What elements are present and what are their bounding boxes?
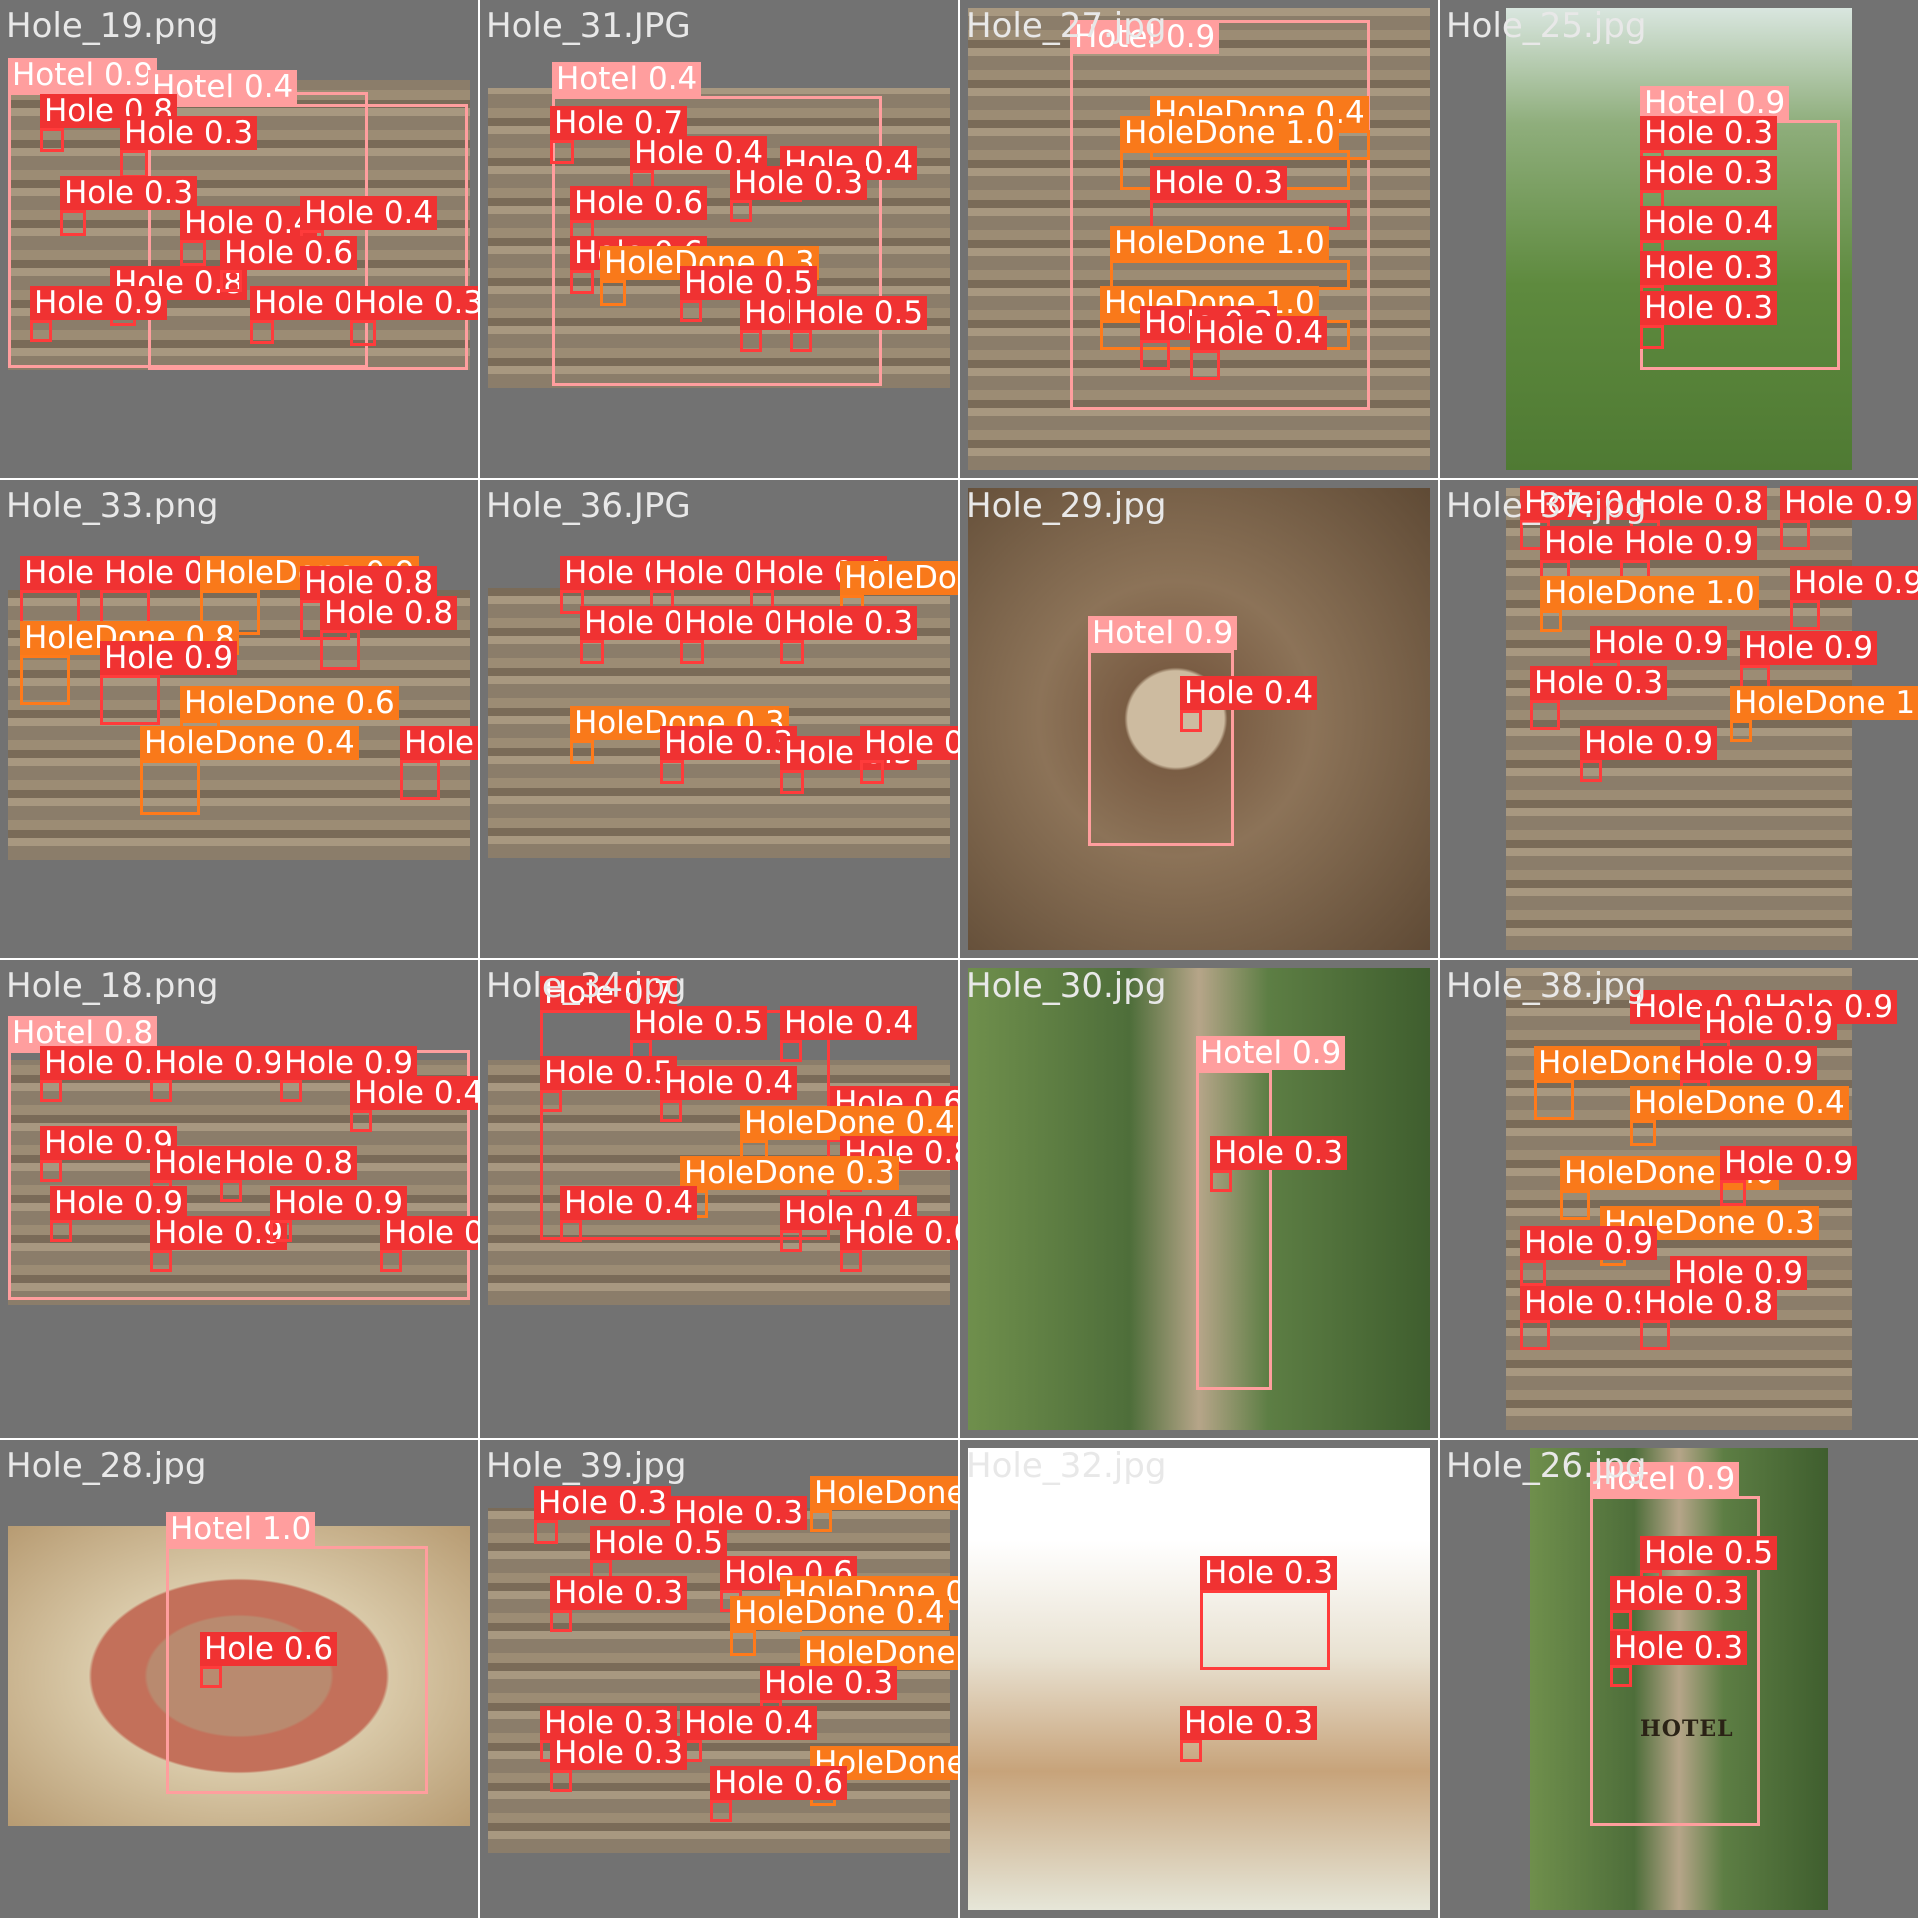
tile-photo bbox=[488, 88, 950, 388]
detection-label: Hole 0.8 bbox=[100, 556, 238, 590]
detection-outline bbox=[630, 1040, 652, 1062]
tile-photo bbox=[8, 80, 470, 370]
mosaic-tile: Hole 0.8 Hole 0.8 HoleDone 0.9 Hole 0.8 Hole… bbox=[0, 480, 478, 958]
detection-label: Hole 0.4 bbox=[650, 556, 788, 590]
tile-photo bbox=[968, 488, 1430, 950]
tile-filename: Hole_37.jpg bbox=[1446, 486, 1647, 526]
tile-filename: Hole_19.png bbox=[6, 6, 219, 46]
mosaic-tile: Hotel 0.4 Hole 0.7 Hole 0.4 Hole 0.6 Hole 0.… bbox=[480, 0, 958, 478]
tile-photo bbox=[1506, 8, 1852, 470]
mosaic-tile: Hotel 0.9 HoleDone 0.4 HoleDone 1.0 Hole 0.… bbox=[960, 0, 1438, 478]
tile-photo bbox=[1506, 968, 1852, 1430]
detection-label: HoleDone 0.9 bbox=[200, 556, 419, 590]
detection-outline bbox=[780, 1040, 802, 1062]
mosaic-tile: Hole 0.9 Hole 0.8 Hole 0.9 Hole 0.9 Hole 0.9… bbox=[1440, 480, 1918, 958]
tile-photo bbox=[488, 588, 950, 858]
mosaic-tile: Hole 0.7 Hole 0.5 Hole 0.4 Hole 0.5 Hole 0.4… bbox=[480, 960, 958, 1438]
tile-filename: Hole_28.jpg bbox=[6, 1446, 207, 1486]
mosaic-tile: Hotel 0.9 Hole 0.3 Hole_30.jpg bbox=[960, 960, 1438, 1438]
tile-photo bbox=[968, 1448, 1430, 1910]
detection-label: Hole 0.4 bbox=[780, 1006, 918, 1040]
detection-label: Hole 0.4 bbox=[750, 556, 888, 590]
detection-label: Hole 0.5 bbox=[630, 1006, 768, 1040]
detection-label: Hole 0.3 bbox=[560, 556, 698, 590]
detection-label: Hole 0.8 bbox=[20, 556, 158, 590]
hotel-sign-text: HOTEL bbox=[1640, 1716, 1734, 1742]
tile-photo bbox=[8, 1526, 470, 1826]
tile-filename: Hole_18.png bbox=[6, 966, 219, 1006]
detection-label: HoleDone 0.5 bbox=[810, 1476, 958, 1510]
mosaic-tile: Hotel 0.9 Hole 0.3 Hole 0.3 Hole 0.4 Hole 0.… bbox=[1440, 0, 1918, 478]
tile-photo bbox=[8, 590, 470, 860]
tile-filename: Hole_31.JPG bbox=[486, 6, 691, 46]
detection-box: Hole 0.4 bbox=[780, 1006, 918, 1062]
mosaic-tile: Hotel 0.9 Hole 0.4 Hole_29.jpg bbox=[960, 480, 1438, 958]
tile-filename: Hole_36.JPG bbox=[486, 486, 691, 526]
detection-label: Hotel 0.8 bbox=[8, 1016, 158, 1050]
tile-photo bbox=[1506, 488, 1852, 950]
tile-photo bbox=[488, 1508, 950, 1853]
mosaic-tile: Hotel 0.9 Hotel 0.4 Hole 0.8 Hole 0.3 Hole 0… bbox=[0, 0, 478, 478]
tile-photo bbox=[8, 1060, 470, 1305]
tile-filename: Hole_39.jpg bbox=[486, 1446, 687, 1486]
tile-photo bbox=[968, 968, 1430, 1430]
tile-filename: Hole_30.jpg bbox=[966, 966, 1167, 1006]
tile-filename: Hole_33.png bbox=[6, 486, 219, 526]
tile-photo bbox=[1530, 1448, 1828, 1910]
mosaic-tile: Hotel 1.0 Hole 0.6 Hole_28.jpg bbox=[0, 1440, 478, 1918]
tile-filename: Hole_25.jpg bbox=[1446, 6, 1647, 46]
mosaic-tile: Hole 0.3 Hole 0.3 Hole_32.jpg bbox=[960, 1440, 1438, 1918]
detection-box: Hole 0.5 bbox=[630, 1006, 768, 1062]
tile-photo bbox=[968, 8, 1430, 470]
mosaic-tile: HOTEL Hotel 0.9 Hole 0.5 Hole 0.3 Hole 0.3 Ho… bbox=[1440, 1440, 1918, 1918]
tile-filename: Hole_27.jpg bbox=[966, 6, 1167, 46]
mosaic-tile: Hotel 0.8 Hole 0.9 Hole 0.9 Hole 0.9 Hole 0.… bbox=[0, 960, 478, 1438]
tile-filename: Hole_38.jpg bbox=[1446, 966, 1647, 1006]
tile-filename: Hole_26.jpg bbox=[1446, 1446, 1647, 1486]
tile-filename: Hole_34.jpg bbox=[486, 966, 687, 1006]
tile-filename: Hole_32.jpg bbox=[966, 1446, 1167, 1486]
mosaic-tile: Hole 0.9 Hole 0.9 Hole 0.9 HoleDone 0.9 Hole… bbox=[1440, 960, 1918, 1438]
tile-filename: Hole_29.jpg bbox=[966, 486, 1167, 526]
tile-photo bbox=[488, 1060, 950, 1305]
